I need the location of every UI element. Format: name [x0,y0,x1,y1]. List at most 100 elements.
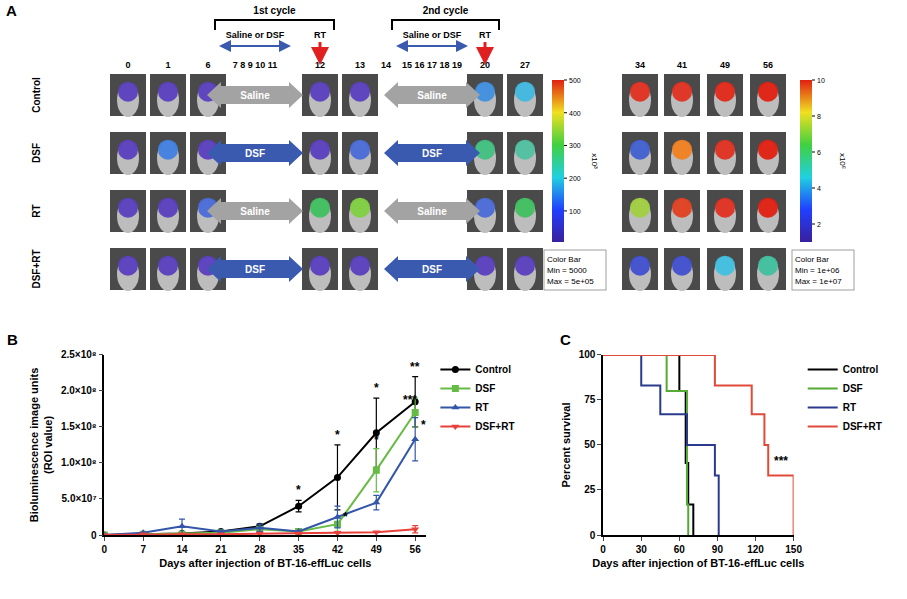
svg-text:27: 27 [520,60,530,70]
svg-text:*: * [343,510,348,524]
svg-text:2.0×10⁸: 2.0×10⁸ [61,385,97,396]
svg-text:6: 6 [817,149,821,156]
svg-text:Control: Control [843,364,879,375]
svg-text:35: 35 [293,544,305,555]
svg-text:120: 120 [747,544,764,555]
svg-text:41: 41 [677,60,687,70]
svg-text:Color Bar: Color Bar [547,255,581,264]
svg-text:B: B [7,331,18,348]
svg-text:RT: RT [475,402,488,413]
svg-text:100: 100 [579,349,596,360]
svg-text:14: 14 [381,60,391,70]
svg-text:x10⁶: x10⁶ [838,153,847,169]
svg-text:*: * [335,428,340,442]
svg-text:*: * [374,381,379,395]
svg-text:0: 0 [91,530,97,541]
svg-text:Saline or DSF: Saline or DSF [226,30,285,40]
svg-text:Saline or DSF: Saline or DSF [403,30,462,40]
svg-text:DSF: DSF [31,143,42,163]
svg-text:1st cycle: 1st cycle [253,5,296,16]
svg-text:2nd cycle: 2nd cycle [423,5,469,16]
svg-text:8: 8 [817,113,821,120]
svg-text:DSF: DSF [422,148,442,159]
svg-text:10: 10 [817,77,825,84]
svg-text:***: *** [403,393,417,407]
svg-text:DSF+RT: DSF+RT [843,421,882,432]
svg-text:*: * [374,433,379,447]
svg-text:200: 200 [569,175,581,182]
svg-text:C: C [560,331,571,348]
svg-text:1.0×10⁸: 1.0×10⁸ [61,457,97,468]
svg-text:DSF: DSF [475,383,495,394]
svg-text:49: 49 [371,544,383,555]
svg-text:300: 300 [569,142,581,149]
svg-text:0: 0 [600,544,606,555]
svg-text:Control: Control [31,77,42,113]
svg-text:1.5×10⁸: 1.5×10⁸ [61,421,97,432]
svg-text:*: * [296,483,301,497]
svg-text:Bioluminescence image units(RO: Bioluminescence image units(ROI value) [28,368,54,523]
svg-text:28: 28 [254,544,266,555]
svg-text:12: 12 [315,60,325,70]
svg-text:Min = 1e+06: Min = 1e+06 [795,266,840,275]
svg-text:7 8 9 10 11: 7 8 9 10 11 [233,60,278,70]
svg-text:500: 500 [569,77,581,84]
svg-text:DSF+RT: DSF+RT [31,249,42,288]
svg-text:15 16 17 18 19: 15 16 17 18 19 [402,60,462,70]
svg-text:A: A [6,2,17,19]
svg-text:DSF: DSF [843,383,863,394]
svg-text:400: 400 [569,110,581,117]
svg-text:x10³: x10³ [590,153,599,169]
svg-text:2.5×10⁸: 2.5×10⁸ [61,349,97,360]
svg-text:2: 2 [817,221,821,228]
svg-text:42: 42 [332,544,344,555]
svg-text:56: 56 [763,60,773,70]
svg-text:DSF: DSF [245,148,265,159]
svg-text:Control: Control [475,364,511,375]
svg-text:49: 49 [720,60,730,70]
svg-text:Percent survival: Percent survival [560,402,572,487]
svg-text:RT: RT [314,30,326,40]
svg-text:7: 7 [140,544,146,555]
svg-text:0: 0 [590,530,596,541]
svg-text:75: 75 [584,394,596,405]
svg-text:60: 60 [674,544,686,555]
svg-text:50: 50 [584,439,596,450]
svg-text:14: 14 [176,544,188,555]
svg-text:5.0×10⁷: 5.0×10⁷ [62,493,97,504]
svg-text:DSF: DSF [245,264,265,275]
svg-text:56: 56 [410,544,422,555]
svg-text:150: 150 [785,544,802,555]
svg-text:Color Bar: Color Bar [795,255,829,264]
svg-text:0: 0 [102,544,108,555]
svg-text:25: 25 [584,484,596,495]
svg-text:30: 30 [636,544,648,555]
svg-text:Days after injection of BT-16-: Days after injection of BT-16-effLuc cel… [159,557,371,569]
svg-text:Saline: Saline [417,90,447,101]
svg-text:1: 1 [165,60,170,70]
svg-text:RT: RT [843,402,856,413]
svg-text:RT: RT [479,30,491,40]
svg-text:90: 90 [712,544,724,555]
svg-text:13: 13 [355,60,365,70]
svg-text:0: 0 [125,60,130,70]
svg-text:DSF: DSF [422,264,442,275]
svg-text:Min = 5000: Min = 5000 [547,266,587,275]
svg-text:20: 20 [480,60,490,70]
svg-text:DSF+RT: DSF+RT [475,421,514,432]
svg-text:21: 21 [215,544,227,555]
svg-text:Days after injection of BT-16-: Days after injection of BT-16-effLuc cel… [592,557,804,569]
svg-text:100: 100 [569,208,581,215]
svg-text:4: 4 [817,185,821,192]
svg-text:*: * [421,418,426,432]
svg-text:**: ** [410,360,420,374]
svg-text:34: 34 [635,60,645,70]
svg-text:Max = 5e+05: Max = 5e+05 [547,277,594,286]
svg-text:6: 6 [205,60,210,70]
svg-text:Saline: Saline [240,206,270,217]
svg-text:Saline: Saline [240,90,270,101]
svg-text:***: *** [774,454,788,468]
svg-text:Saline: Saline [417,206,447,217]
svg-text:RT: RT [31,204,42,217]
svg-text:Max = 1e+07: Max = 1e+07 [795,277,842,286]
